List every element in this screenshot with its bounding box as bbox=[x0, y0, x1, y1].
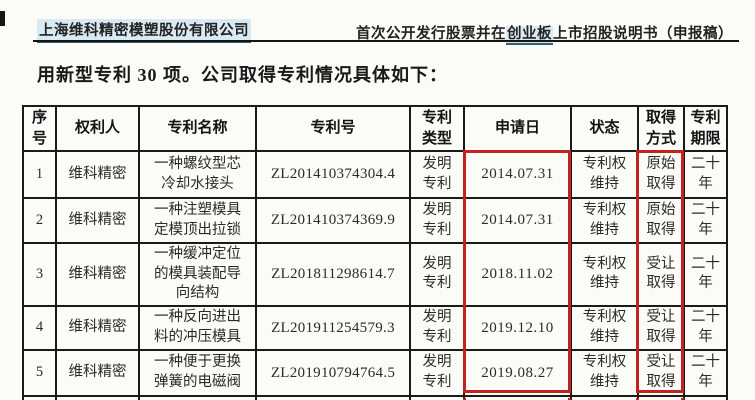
table-cell bbox=[570, 394, 639, 400]
table-cell: 原始 取得 bbox=[637, 150, 685, 199]
table-cell: 发明 专利 bbox=[409, 304, 465, 351]
table-cell: 原始 取得 bbox=[637, 197, 685, 244]
table-row: 5 维科精密 一种便于更换 弹簧的电磁阀 ZL201910794764.5 发明 专利 2… bbox=[22, 348, 728, 397]
table-cell: 专利权 维持 bbox=[570, 348, 639, 397]
column-header-date: 申请日 bbox=[463, 105, 572, 152]
table-cell: 2014.07.31 bbox=[463, 197, 572, 244]
table-cell: 发明 专利 bbox=[409, 197, 465, 244]
table-cell: ZL201910794764.5 bbox=[255, 348, 411, 397]
column-header-patno: 专利号 bbox=[255, 105, 411, 152]
table-cell: 2019.12.10 bbox=[463, 304, 572, 351]
table-row: 4 维科精密 一种反向进出 料的冲压模具 ZL201911254579.3 发明 专利 2… bbox=[22, 304, 728, 351]
table-cell: ZL201410374369.9 bbox=[255, 197, 411, 244]
table-cell: 维科精密 bbox=[55, 348, 140, 397]
table-cell: 2 bbox=[22, 197, 57, 244]
table-row: 2 维科精密 一种注塑模具 定模顶出拉锁 ZL201410374369.9 发明 专利 2… bbox=[22, 197, 728, 244]
table-cell: 一种注塑模具 定模顶出拉锁 bbox=[138, 197, 257, 244]
table-cell: 一种缓冲定位 的模具装配导 向结构 bbox=[138, 242, 257, 307]
column-header-term: 专利 期限 bbox=[683, 105, 728, 152]
table-cell: 发明 专利 bbox=[409, 348, 465, 397]
table-cell: 2019.08.27 bbox=[463, 348, 572, 397]
table-header-row: 序 号权利人 专利名称 专利号 专利 类型 申请日 状态 取得 方式 专利 期限 bbox=[22, 105, 728, 152]
scan-edge-artifact bbox=[0, 11, 5, 26]
table-cell: 二十 年 bbox=[683, 150, 728, 199]
table-row-partial bbox=[22, 394, 728, 400]
column-header-status: 状态 bbox=[570, 105, 639, 152]
page-header: 上海维科精密模塑股份有限公司 首次公开发行股票并在创业板上市招股说明书（申报稿） bbox=[37, 19, 733, 45]
column-header-acq: 取得 方式 bbox=[637, 105, 685, 152]
doc-title-suffix: 上市招股说明书（申报稿） bbox=[553, 26, 733, 42]
table-cell bbox=[409, 394, 465, 400]
column-header-name: 专利名称 bbox=[138, 105, 257, 152]
table-cell: 专利权 维持 bbox=[570, 304, 639, 351]
table-cell: 专利权 维持 bbox=[570, 197, 639, 244]
doc-title-emphasis: 创业板 bbox=[506, 26, 553, 45]
table-cell: 1 bbox=[22, 150, 57, 199]
header-divider bbox=[33, 40, 739, 42]
table-cell: 一种螺纹型芯 冷却水接头 bbox=[138, 150, 257, 199]
table-cell: 维科精密 bbox=[55, 242, 140, 307]
table-cell: 二十 年 bbox=[683, 242, 728, 307]
table-cell: 受让 取得 bbox=[637, 242, 685, 307]
patents-table-wrap: 序 号权利人 专利名称 专利号 专利 类型 申请日 状态 取得 方式 专利 期限 1 维科精密一… bbox=[22, 105, 734, 400]
intro-text: 用新型专利 30 项。公司取得专利情况具体如下： bbox=[37, 65, 448, 85]
table-cell: 2018.11.02 bbox=[463, 242, 572, 307]
table-cell: ZL201410374304.4 bbox=[255, 150, 411, 199]
table-cell bbox=[255, 394, 411, 400]
table-cell: 5 bbox=[22, 348, 57, 397]
table-cell: 2014.07.31 bbox=[463, 150, 572, 199]
table-cell: 维科精密 bbox=[55, 197, 140, 244]
table-cell: 一种便于更换 弹簧的电磁阀 bbox=[138, 348, 257, 397]
table-cell bbox=[22, 394, 57, 400]
table-cell: 专利权 维持 bbox=[570, 242, 639, 307]
table-row: 1 维科精密 一种螺纹型芯 冷却水接头 ZL201410374304.4 发明 专利 20… bbox=[22, 150, 728, 199]
table-cell: 维科精密 bbox=[55, 304, 140, 351]
table-cell bbox=[637, 394, 685, 400]
table-cell: 专利权 维持 bbox=[570, 150, 639, 199]
column-header-holder: 权利人 bbox=[55, 105, 140, 152]
table-cell: 4 bbox=[22, 304, 57, 351]
table-cell: 受让 取得 bbox=[637, 348, 685, 397]
table-cell: 维科精密 bbox=[55, 150, 140, 199]
table-row: 3 维科精密 一种缓冲定位 的模具装配导 向结构 ZL201811298614.7 发明… bbox=[22, 242, 728, 307]
table-cell: 3 bbox=[22, 242, 57, 307]
table-cell: 发明 专利 bbox=[409, 150, 465, 199]
column-header-type: 专利 类型 bbox=[409, 105, 465, 152]
table-cell: 一种反向进出 料的冲压模具 bbox=[138, 304, 257, 351]
doc-title-prefix: 首次公开发行股票并在 bbox=[356, 26, 506, 42]
table-cell bbox=[138, 394, 257, 400]
table-cell: 受让 取得 bbox=[637, 304, 685, 351]
table-cell: 二十 年 bbox=[683, 348, 728, 397]
table-cell: 二十 年 bbox=[683, 304, 728, 351]
table-cell: 二十 年 bbox=[683, 197, 728, 244]
column-header-idx: 序 号 bbox=[22, 105, 57, 152]
table-cell: ZL201911254579.3 bbox=[255, 304, 411, 351]
table-cell: 发明 专利 bbox=[409, 242, 465, 307]
patents-table: 序 号权利人 专利名称 专利号 专利 类型 申请日 状态 取得 方式 专利 期限 1 维科精密一… bbox=[22, 105, 728, 400]
table-cell bbox=[55, 394, 140, 400]
table-cell bbox=[683, 394, 728, 400]
table-cell bbox=[463, 394, 572, 400]
table-cell: ZL201811298614.7 bbox=[255, 242, 411, 307]
company-name: 上海维科精密模塑股份有限公司 bbox=[37, 19, 251, 43]
